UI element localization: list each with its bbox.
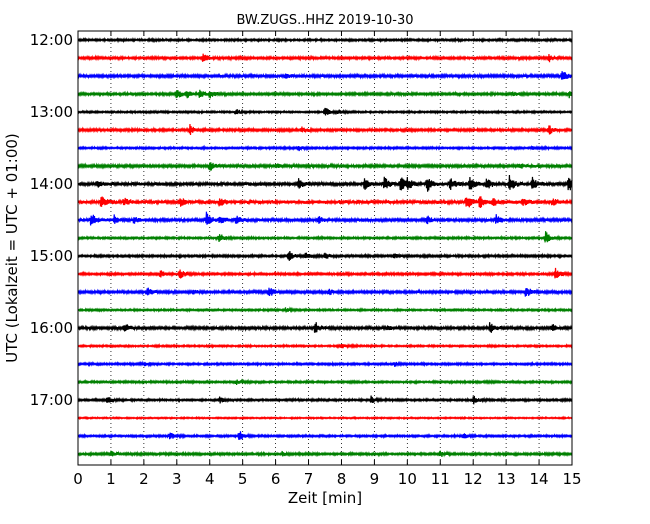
x-tick-label: 11 xyxy=(431,470,450,488)
trace-line xyxy=(77,322,573,333)
y-tick-label: 15:00 xyxy=(30,247,73,265)
y-tick-label: 12:00 xyxy=(30,31,73,49)
trace-line xyxy=(77,174,573,192)
trace-lines xyxy=(77,36,573,458)
x-tick-label: 8 xyxy=(337,470,347,488)
x-tick-label: 13 xyxy=(497,470,516,488)
trace-line xyxy=(77,431,573,440)
plot-frame xyxy=(77,30,573,466)
trace-line xyxy=(77,287,573,297)
trace-line xyxy=(77,450,573,458)
x-tick-label: 1 xyxy=(106,470,116,488)
x-tick-label: 0 xyxy=(73,470,83,488)
x-tick-label: 6 xyxy=(271,470,281,488)
trace-line xyxy=(77,53,573,63)
y-axis-ticks: 12:00 13:00 14:00 15:00 16:00 17:00 xyxy=(30,31,572,409)
trace-line xyxy=(77,71,573,80)
x-tick-label: 5 xyxy=(238,470,248,488)
trace-line xyxy=(77,89,573,99)
y-tick-label: 14:00 xyxy=(30,175,73,193)
trace-line xyxy=(77,144,573,152)
trace-line xyxy=(77,162,573,171)
trace-line xyxy=(77,231,573,243)
x-tick-label: 15 xyxy=(562,470,581,488)
chart-title: BW.ZUGS..HHZ 2019-10-30 xyxy=(236,13,413,28)
x-tick-label: 12 xyxy=(464,470,483,488)
x-tick-label: 3 xyxy=(172,470,182,488)
x-tick-label: 2 xyxy=(139,470,149,488)
x-tick-label: 7 xyxy=(304,470,314,488)
y-tick-label: 16:00 xyxy=(30,319,73,337)
x-axis-ticks: 0 1 2 3 4 5 6 7 8 9 10 11 12 13 14 15 xyxy=(73,31,582,488)
trace-line xyxy=(77,342,573,350)
x-axis-label: Zeit [min] xyxy=(288,489,362,507)
trace-line xyxy=(77,250,573,261)
y-tick-label: 17:00 xyxy=(30,391,73,409)
trace-line xyxy=(77,36,573,44)
y-axis-label: UTC (Lokalzeit = UTC + 01:00) xyxy=(3,133,21,363)
trace-line xyxy=(77,107,573,116)
vertical-grid xyxy=(110,31,540,465)
x-tick-label: 9 xyxy=(370,470,380,488)
x-tick-label: 14 xyxy=(530,470,549,488)
trace-line xyxy=(77,306,573,314)
x-tick-label: 10 xyxy=(398,470,417,488)
trace-line xyxy=(77,211,573,226)
trace-line xyxy=(77,360,573,368)
trace-line xyxy=(77,415,573,421)
trace-line xyxy=(77,395,573,405)
trace-line xyxy=(77,267,573,279)
trace-line xyxy=(77,196,573,208)
y-tick-label: 13:00 xyxy=(30,103,73,121)
x-tick-label: 4 xyxy=(205,470,215,488)
trace-line xyxy=(77,124,573,135)
trace-line xyxy=(77,378,573,386)
